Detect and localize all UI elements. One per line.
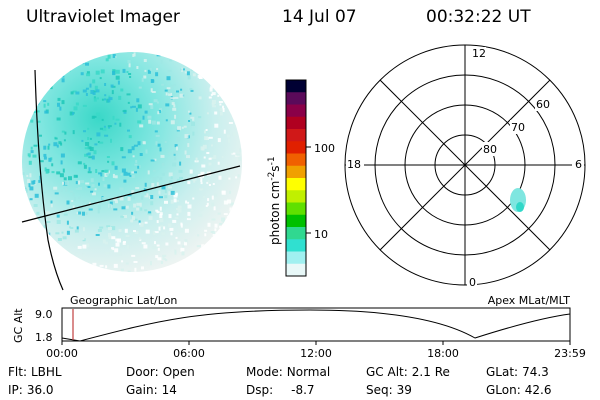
- seq-label: Seq:: [366, 383, 393, 397]
- auroral-image: [21, 52, 242, 291]
- mlat-label-80: 80: [483, 143, 497, 156]
- glon-value: 42.6: [524, 383, 552, 397]
- door-value: Open: [162, 365, 195, 379]
- mode-value: Normal: [286, 365, 331, 379]
- geographic-label: Geographic Lat/Lon: [70, 294, 177, 307]
- ip-info: IP: 36.0: [8, 383, 54, 397]
- colorbar-segment: [286, 141, 306, 154]
- filter-info: Flt: LBHL: [8, 365, 62, 379]
- colorbar-segment: [286, 104, 306, 118]
- seq-value: 39: [396, 383, 412, 397]
- ip-label: IP:: [8, 383, 23, 397]
- colorbar-segment: [286, 227, 306, 240]
- glat-info: GLat: 74.3: [486, 365, 549, 379]
- latitude-line: [21, 165, 241, 223]
- dsp-label: Dsp:: [246, 383, 274, 397]
- dsp-info: Dsp: -8.7: [246, 383, 315, 397]
- plot-ytick-top: 9.0: [35, 308, 53, 321]
- colorbar-segment: [286, 116, 306, 130]
- seq-info: Seq: 39: [366, 383, 412, 397]
- colorbar-scale: [286, 80, 306, 277]
- colorbar-segment: [286, 80, 306, 93]
- gain-info: Gain: 14: [126, 383, 177, 397]
- gc-alt-label: GC Alt:: [366, 365, 408, 379]
- apex-label: Apex MLat/MLT: [488, 294, 571, 307]
- mlat-label-70: 70: [511, 121, 525, 134]
- colorbar-unit-label: photon cm-2s-1: [267, 156, 282, 245]
- door-info: Door: Open: [126, 365, 195, 379]
- colorbar-segment: [286, 92, 306, 105]
- colorbar: 100 10 photon cm-2s-1: [267, 79, 335, 277]
- gain-label: Gain:: [126, 383, 158, 397]
- xtick-0000: 00:00: [46, 347, 78, 360]
- mode-info: Mode: Normal: [246, 365, 330, 379]
- mlt-label-12: 12: [472, 47, 486, 60]
- polar-grid: 12 18 6 0 60 70 80: [344, 44, 586, 289]
- glon-label: GLon:: [486, 383, 521, 397]
- earth-disk: [22, 52, 242, 272]
- observation-date: 14 Jul 07: [282, 7, 357, 27]
- instrument-title: Ultraviolet Imager: [26, 7, 180, 27]
- colorbar-segment: [286, 239, 306, 252]
- observation-time: 00:32:22 UT: [426, 7, 531, 27]
- colorbar-tick-100: 100: [314, 142, 335, 155]
- gc-alt-value: 2.1 Re: [411, 365, 450, 379]
- colorbar-segment: [286, 129, 306, 142]
- plot-ylabel: GC Alt: [12, 308, 25, 343]
- xtick-1200: 12:00: [300, 347, 332, 360]
- colorbar-segment: [286, 178, 306, 191]
- filter-value: LBHL: [30, 365, 62, 379]
- xtick-0600: 06:00: [173, 347, 205, 360]
- xtick-1800: 18:00: [427, 347, 459, 360]
- colorbar-segment: [286, 165, 306, 179]
- filter-label: Flt:: [8, 365, 27, 379]
- colorbar-segment: [286, 153, 306, 167]
- gain-value: 14: [161, 383, 177, 397]
- longitude-line: [34, 69, 64, 291]
- glon-info: GLon: 42.6: [486, 383, 551, 397]
- mlat-label-60: 60: [536, 98, 550, 111]
- ip-value: 36.0: [26, 383, 54, 397]
- plot-frame: [61, 307, 571, 342]
- glat-label: GLat:: [486, 365, 519, 379]
- orbit-altitude-plot: Geographic Lat/Lon Apex MLat/MLT GC Alt …: [12, 294, 586, 360]
- colorbar-segment: [286, 190, 306, 203]
- door-label: Door:: [126, 365, 159, 379]
- mlt-label-0: 0: [469, 276, 476, 289]
- colorbar-segment: [286, 263, 306, 277]
- plot-ytick-bottom: 1.8: [35, 331, 53, 344]
- mode-label: Mode:: [246, 365, 283, 379]
- colorbar-segment: [286, 202, 306, 216]
- colorbar-segment: [286, 251, 306, 265]
- glat-value: 74.3: [522, 365, 549, 379]
- altitude-curve: [61, 309, 571, 342]
- colorbar-segment: [286, 214, 306, 228]
- gc-alt-info: GC Alt: 2.1 Re: [366, 365, 450, 379]
- xtick-2359: 23:59: [554, 347, 586, 360]
- mlt-label-18: 18: [347, 158, 361, 171]
- mlt-label-6: 6: [575, 158, 582, 171]
- dsp-value: -8.7: [291, 383, 315, 397]
- colorbar-tick-10: 10: [314, 228, 328, 241]
